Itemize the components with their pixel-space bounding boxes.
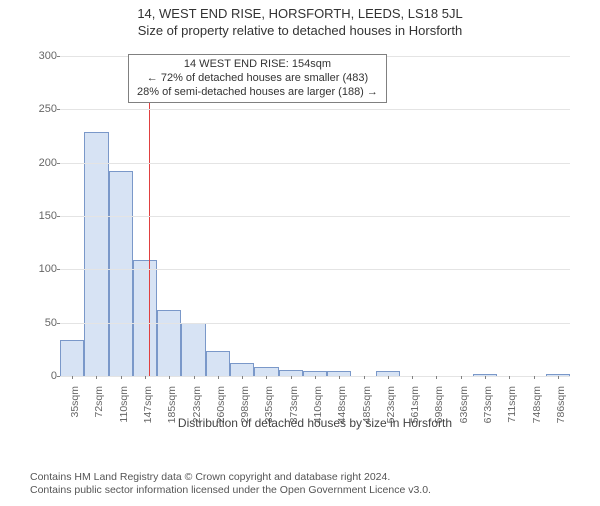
footer-line-1: Contains HM Land Registry data © Crown c…: [30, 471, 431, 485]
grid-line: [60, 216, 570, 217]
y-tick-mark: [57, 109, 60, 110]
annotation-line-2: ← 72% of detached houses are smaller (48…: [137, 72, 378, 86]
y-tick-mark: [57, 56, 60, 57]
histogram-bar: [230, 363, 254, 376]
grid-line: [60, 269, 570, 270]
x-axis-label: Distribution of detached houses by size …: [60, 416, 570, 430]
y-tick-label: 0: [33, 370, 57, 382]
grid-line: [60, 109, 570, 110]
y-tick-label: 300: [33, 50, 57, 62]
x-tick-mark: [509, 376, 510, 379]
page-title: 14, WEST END RISE, HORSFORTH, LEEDS, LS1…: [0, 6, 600, 21]
x-tick-mark: [436, 376, 437, 379]
y-tick-label: 150: [33, 210, 57, 222]
annotation-box: 14 WEST END RISE: 154sqm ← 72% of detach…: [128, 54, 387, 103]
y-tick-label: 50: [33, 317, 57, 329]
y-tick-label: 100: [33, 263, 57, 275]
x-tick-mark: [534, 376, 535, 379]
x-tick-mark: [315, 376, 316, 379]
x-tick-mark: [412, 376, 413, 379]
x-tick-mark: [291, 376, 292, 379]
histogram-bar: [254, 367, 278, 376]
footer-attribution: Contains HM Land Registry data © Crown c…: [30, 471, 431, 498]
x-tick-mark: [388, 376, 389, 379]
x-tick-mark: [121, 376, 122, 379]
x-tick-mark: [218, 376, 219, 379]
y-tick-mark: [57, 163, 60, 164]
x-tick-mark: [194, 376, 195, 379]
footer-line-2: Contains public sector information licen…: [30, 484, 431, 498]
annotation-line-1: 14 WEST END RISE: 154sqm: [137, 58, 378, 72]
x-tick-mark: [339, 376, 340, 379]
x-tick-mark: [145, 376, 146, 379]
y-tick-mark: [57, 376, 60, 377]
x-tick-mark: [485, 376, 486, 379]
grid-line: [60, 163, 570, 164]
x-tick-mark: [96, 376, 97, 379]
y-tick-mark: [57, 216, 60, 217]
histogram-bar: [84, 132, 108, 376]
histogram-bar: [60, 340, 84, 376]
histogram-bar: [109, 171, 133, 376]
x-tick-mark: [169, 376, 170, 379]
x-tick-mark: [72, 376, 73, 379]
y-tick-label: 200: [33, 157, 57, 169]
y-tick-mark: [57, 269, 60, 270]
x-tick-mark: [558, 376, 559, 379]
page-subtitle: Size of property relative to detached ho…: [0, 23, 600, 38]
grid-line: [60, 323, 570, 324]
x-tick-mark: [242, 376, 243, 379]
x-tick-mark: [266, 376, 267, 379]
y-tick-mark: [57, 323, 60, 324]
y-tick-label: 250: [33, 103, 57, 115]
histogram-bar: [206, 351, 230, 376]
x-tick-mark: [364, 376, 365, 379]
histogram-bar: [133, 260, 157, 376]
annotation-line-3: 28% of semi-detached houses are larger (…: [137, 86, 378, 100]
x-tick-mark: [461, 376, 462, 379]
histogram-bar: [157, 310, 181, 376]
histogram-bar: [181, 323, 205, 376]
